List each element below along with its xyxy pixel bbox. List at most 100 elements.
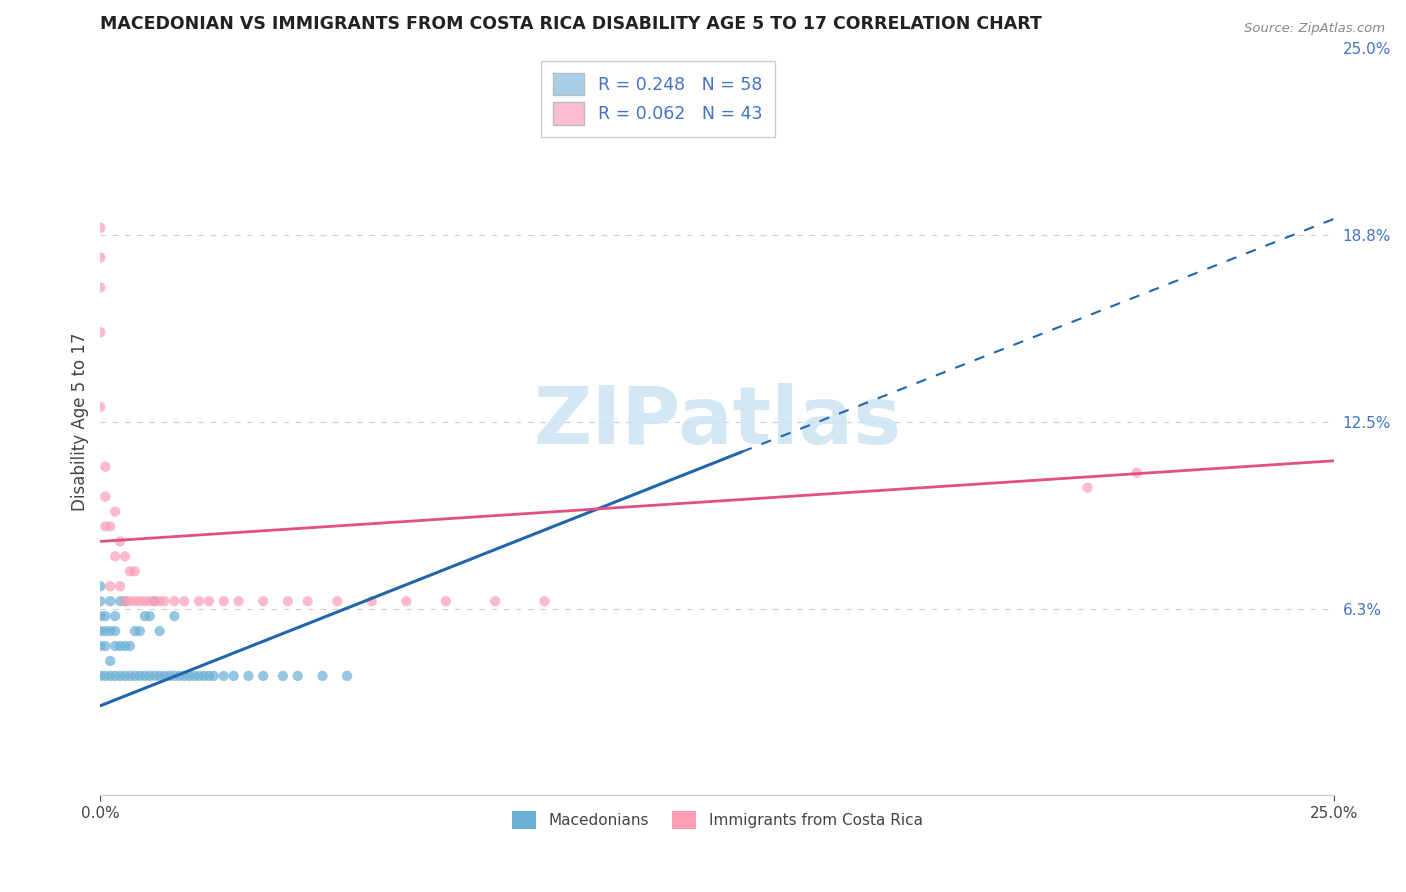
Point [287,669,309,683]
Point [252,594,274,608]
Point [134,594,156,608]
Point [163,669,186,683]
Point [89,251,111,265]
Point [114,549,136,564]
Point [159,669,181,683]
Point [104,669,127,683]
Point [134,669,156,683]
Point [89,669,111,683]
Point [134,609,156,624]
Point [360,594,382,608]
Point [114,669,136,683]
Y-axis label: Disability Age 5 to 17: Disability Age 5 to 17 [72,333,89,511]
Point [148,594,170,608]
Point [222,669,245,683]
Point [198,669,221,683]
Point [104,609,127,624]
Point [153,594,176,608]
Point [98,579,121,593]
Point [104,549,127,564]
Point [163,594,186,608]
Point [124,594,146,608]
Point [104,504,127,518]
Point [138,594,160,608]
Point [94,519,117,533]
Point [179,669,201,683]
Point [94,624,117,638]
Point [89,639,111,653]
Point [94,609,117,624]
Point [114,639,136,653]
Point [108,579,131,593]
Point [108,639,131,653]
Point [1126,466,1149,480]
Point [118,564,141,578]
Point [238,669,260,683]
Point [118,669,141,683]
Point [104,639,127,653]
Point [183,669,205,683]
Point [124,564,146,578]
Point [138,609,160,624]
Point [94,639,117,653]
Point [104,624,127,638]
Point [533,594,555,608]
Point [89,624,111,638]
Point [108,594,131,608]
Point [173,669,195,683]
Point [98,624,121,638]
Point [118,594,141,608]
Point [124,669,146,683]
Point [89,280,111,294]
Point [124,624,146,638]
Point [94,669,117,683]
Point [108,534,131,549]
Point [89,400,111,414]
Point [484,594,506,608]
Point [173,594,195,608]
Point [188,594,211,608]
Point [138,669,160,683]
Point [128,594,150,608]
Point [1076,481,1098,495]
Point [193,669,215,683]
Point [89,326,111,340]
Point [128,669,150,683]
Point [395,594,418,608]
Point [252,669,274,683]
Point [163,609,186,624]
Point [89,594,111,608]
Point [114,594,136,608]
Point [277,594,299,608]
Point [202,669,225,683]
Point [434,594,457,608]
Point [94,490,117,504]
Point [98,654,121,668]
Point [143,594,166,608]
Point [118,639,141,653]
Point [198,594,221,608]
Point [89,609,111,624]
Point [212,669,235,683]
Point [169,669,191,683]
Point [148,669,170,683]
Text: MACEDONIAN VS IMMIGRANTS FROM COSTA RICA DISABILITY AGE 5 TO 17 CORRELATION CHAR: MACEDONIAN VS IMMIGRANTS FROM COSTA RICA… [100,15,1042,33]
Point [143,594,166,608]
Point [326,594,349,608]
Point [98,594,121,608]
Point [89,579,111,593]
Point [311,669,333,683]
Point [212,594,235,608]
Point [94,459,117,474]
Point [114,594,136,608]
Point [297,594,319,608]
Point [108,669,131,683]
Point [228,594,250,608]
Point [271,669,294,683]
Text: Source: ZipAtlas.com: Source: ZipAtlas.com [1244,22,1385,36]
Point [143,669,166,683]
Point [98,519,121,533]
Text: ZIPatlas: ZIPatlas [533,383,901,461]
Point [89,220,111,235]
Legend: Macedonians, Immigrants from Costa Rica: Macedonians, Immigrants from Costa Rica [505,804,931,837]
